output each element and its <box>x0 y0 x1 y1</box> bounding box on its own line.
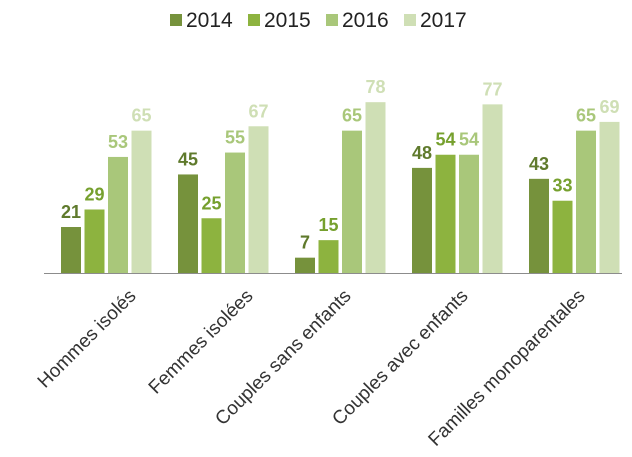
legend-swatch-2017 <box>404 14 416 26</box>
value-label-hommes-isoles-2016: 53 <box>108 132 128 152</box>
value-label-familles-monoparentales-2017: 69 <box>599 97 619 117</box>
bar-femmes-isolees-2015 <box>201 218 222 273</box>
value-label-couples-sans-enfants-2014: 7 <box>300 233 310 253</box>
legend-label-2017: 2017 <box>420 9 467 32</box>
category-label-hommes-isoles: Hommes isolés <box>34 286 141 393</box>
bar-familles-monoparentales-2015 <box>552 200 573 273</box>
bar-femmes-isolees-2014 <box>178 174 198 273</box>
bar-couples-sans-enfants-2014 <box>295 257 315 273</box>
bar-hommes-isoles-2014 <box>61 227 81 273</box>
legend-label-2014: 2014 <box>186 9 233 32</box>
bar-couples-sans-enfants-2015 <box>318 240 339 273</box>
bar-hommes-isoles-2016 <box>108 156 128 273</box>
bar-familles-monoparentales-2014 <box>529 178 549 273</box>
value-label-familles-monoparentales-2014: 43 <box>529 154 549 174</box>
bar-familles-monoparentales-2017 <box>599 121 620 273</box>
value-label-familles-monoparentales-2016: 65 <box>576 106 596 126</box>
value-label-couples-avec-enfants-2015: 54 <box>435 130 455 150</box>
value-label-hommes-isoles-2017: 65 <box>131 106 151 126</box>
value-label-femmes-isolees-2016: 55 <box>225 128 245 148</box>
bar-femmes-isolees-2016 <box>225 152 245 273</box>
value-label-hommes-isoles-2015: 29 <box>84 184 104 204</box>
legend: 2014 2015 2016 2017 <box>170 9 467 32</box>
bar-familles-monoparentales-2016 <box>576 130 596 273</box>
value-label-couples-avec-enfants-2016: 54 <box>459 130 479 150</box>
legend-swatch-2015 <box>248 14 260 26</box>
bar-hommes-isoles-2017 <box>131 130 152 273</box>
value-label-femmes-isolees-2017: 67 <box>248 101 268 121</box>
bar-couples-avec-enfants-2017 <box>482 104 503 274</box>
legend-swatch-2014 <box>170 14 182 26</box>
category-label-femmes-isolees: Femmes isolées <box>145 286 258 399</box>
bar-femmes-isolees-2017 <box>248 126 269 274</box>
value-label-couples-sans-enfants-2016: 65 <box>342 106 362 126</box>
bar-couples-avec-enfants-2014 <box>412 167 432 273</box>
legend-label-2016: 2016 <box>342 9 389 32</box>
bar-couples-avec-enfants-2015 <box>435 154 456 273</box>
value-label-couples-avec-enfants-2017: 77 <box>482 79 502 99</box>
value-label-femmes-isolees-2015: 25 <box>201 193 221 213</box>
bar-couples-avec-enfants-2016 <box>459 154 479 273</box>
legend-label-2015: 2015 <box>264 9 311 32</box>
bar-couples-sans-enfants-2016 <box>342 130 362 273</box>
value-label-couples-sans-enfants-2015: 15 <box>318 215 338 235</box>
value-label-couples-avec-enfants-2014: 48 <box>412 143 432 163</box>
value-label-hommes-isoles-2014: 21 <box>61 202 81 222</box>
legend-swatch-2016 <box>326 14 338 26</box>
value-label-familles-monoparentales-2015: 33 <box>552 176 572 196</box>
bar-hommes-isoles-2015 <box>84 209 105 273</box>
value-label-couples-sans-enfants-2017: 78 <box>365 77 385 97</box>
bar-couples-sans-enfants-2017 <box>365 102 386 274</box>
bars <box>61 102 620 274</box>
value-label-femmes-isolees-2014: 45 <box>178 149 198 169</box>
